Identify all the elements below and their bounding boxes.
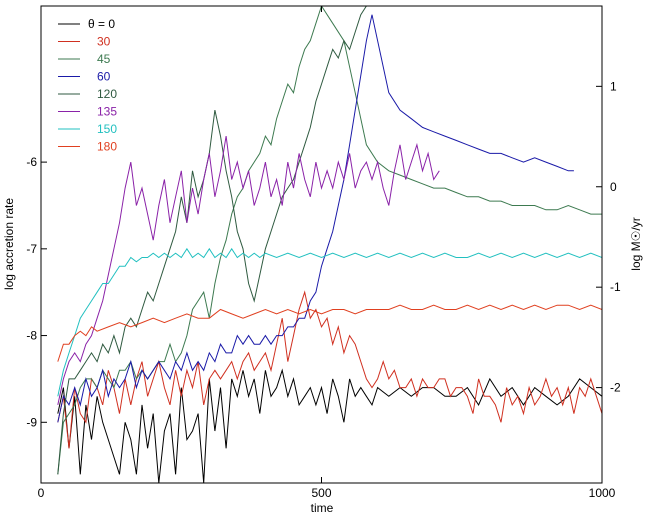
y-tick-label-1: -8 [26, 329, 37, 343]
y-tick-label-2: -7 [26, 242, 37, 256]
y-right-tick-label-2: 0 [610, 180, 617, 194]
ticks-layer: 0 500 1000 -9 -8 -7 -6 -2 -1 0 1 [26, 6, 621, 500]
series-line-1 [57, 290, 602, 449]
plot-frame [40, 5, 603, 484]
series-line-7 [57, 304, 602, 362]
legend-label-0: θ = 0 [88, 17, 115, 31]
series-line-6 [57, 247, 602, 397]
legend-label-5: 135 [97, 105, 117, 119]
x-tick-label-1: 500 [311, 486, 331, 500]
legend-label-3: 60 [97, 70, 111, 84]
y-tick-label-0: -9 [26, 415, 37, 429]
y-right-tick-label-3: 1 [610, 79, 617, 93]
series-line-4 [57, 6, 378, 475]
legend-label-6: 150 [97, 122, 117, 136]
legend-label-7: 180 [97, 140, 117, 154]
series-line-0 [57, 368, 602, 483]
y-axis-label-left: log accretion rate [2, 198, 16, 290]
series-line-3 [57, 14, 574, 423]
series-line-2 [57, 6, 602, 475]
legend-label-2: 45 [97, 52, 111, 66]
y-tick-label-3: -6 [26, 155, 37, 169]
legend-label-4: 120 [97, 87, 117, 101]
legend: θ = 0 30 45 60 120 135 150 180 [58, 17, 117, 154]
x-tick-label-0: 0 [38, 486, 45, 500]
series-layer [57, 6, 602, 483]
x-axis-label: time [311, 501, 334, 515]
y-axis-label-right: log M☉/yr [629, 217, 643, 270]
legend-label-1: 30 [97, 35, 111, 49]
series-line-5 [57, 136, 440, 406]
x-tick-label-2: 1000 [589, 486, 616, 500]
y-right-tick-label-0: -2 [610, 381, 621, 395]
y-right-tick-label-1: -1 [610, 280, 621, 294]
